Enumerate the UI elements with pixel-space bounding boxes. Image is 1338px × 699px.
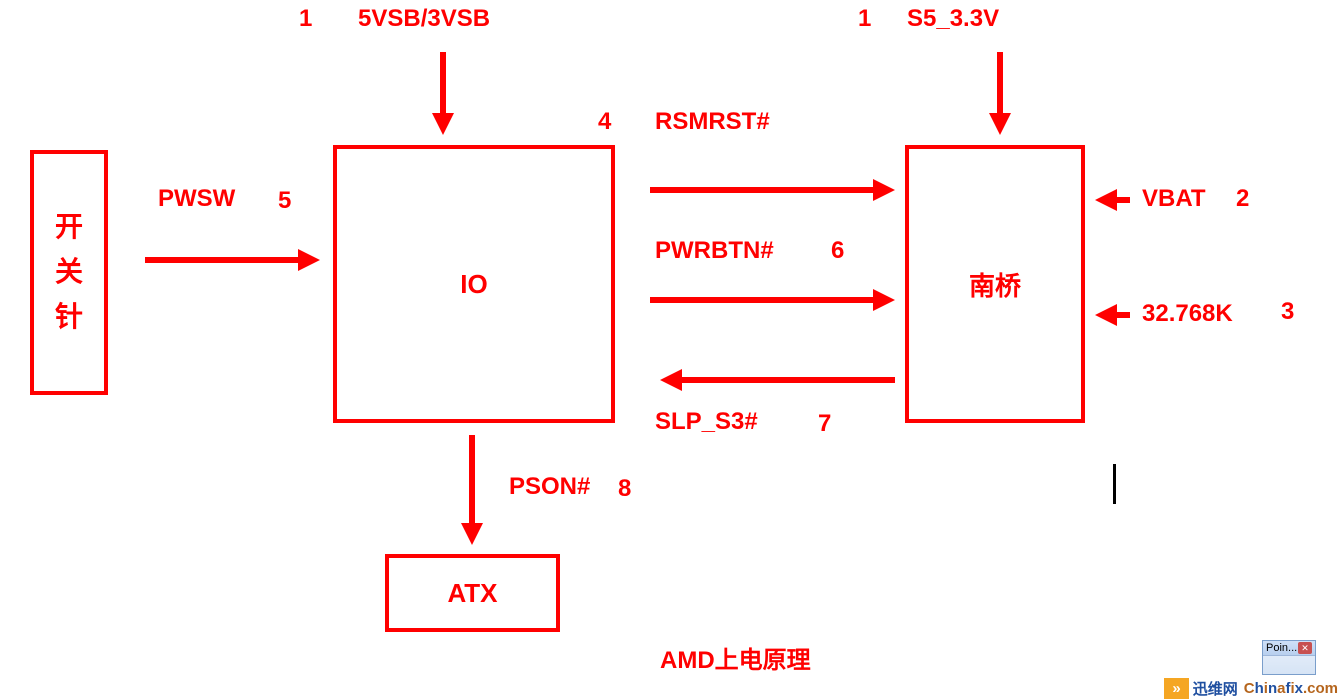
label-num-6: 6 [831,237,844,265]
box-switch-pin: 开 关 针 [30,150,108,395]
label-pson: PSON# [509,473,590,501]
label-vbat: VBAT [1142,185,1206,213]
watermark-chevron-icon: » [1164,678,1188,699]
label-pwsw: PWSW [158,185,235,213]
label-num-5: 5 [278,187,291,215]
box-southbridge-label: 南桥 [969,266,1021,303]
pointer-tool-title: Poin... [1266,642,1297,654]
label-num-2: 2 [1236,185,1249,213]
box-io: IO [333,145,615,423]
label-num-1a: 1 [299,5,312,33]
label-num-1b: 1 [858,5,871,33]
box-southbridge: 南桥 [905,145,1085,423]
pointer-tool-window[interactable]: Poin... ✕ [1262,640,1316,675]
label-slp-s3: SLP_S3# [655,408,758,436]
text-cursor [1113,464,1116,504]
diagram-arrows [0,0,1338,699]
label-32768k: 32.768K [1142,300,1233,328]
box-switch-pin-label: 开 关 针 [55,205,83,339]
label-pwrbtn: PWRBTN# [655,237,774,265]
label-5vsb: 5VSB/3VSB [358,5,490,33]
label-s5-3v3: S5_3.3V [907,5,999,33]
box-atx: ATX [385,554,560,632]
label-rsmrst: RSMRST# [655,108,770,136]
label-num-8: 8 [618,475,631,503]
close-icon[interactable]: ✕ [1298,642,1312,654]
watermark-xunwei: 迅维网 [1193,678,1238,699]
watermark: » 迅维网 Chinafix.com [1164,678,1338,699]
box-io-label: IO [460,269,487,300]
watermark-chinafix: Chinafix.com [1244,680,1338,697]
label-num-3: 3 [1281,298,1294,326]
label-num-7: 7 [818,410,831,438]
diagram-title: AMD上电原理 [660,640,811,675]
box-atx-label: ATX [447,578,497,609]
label-num-4: 4 [598,108,611,136]
